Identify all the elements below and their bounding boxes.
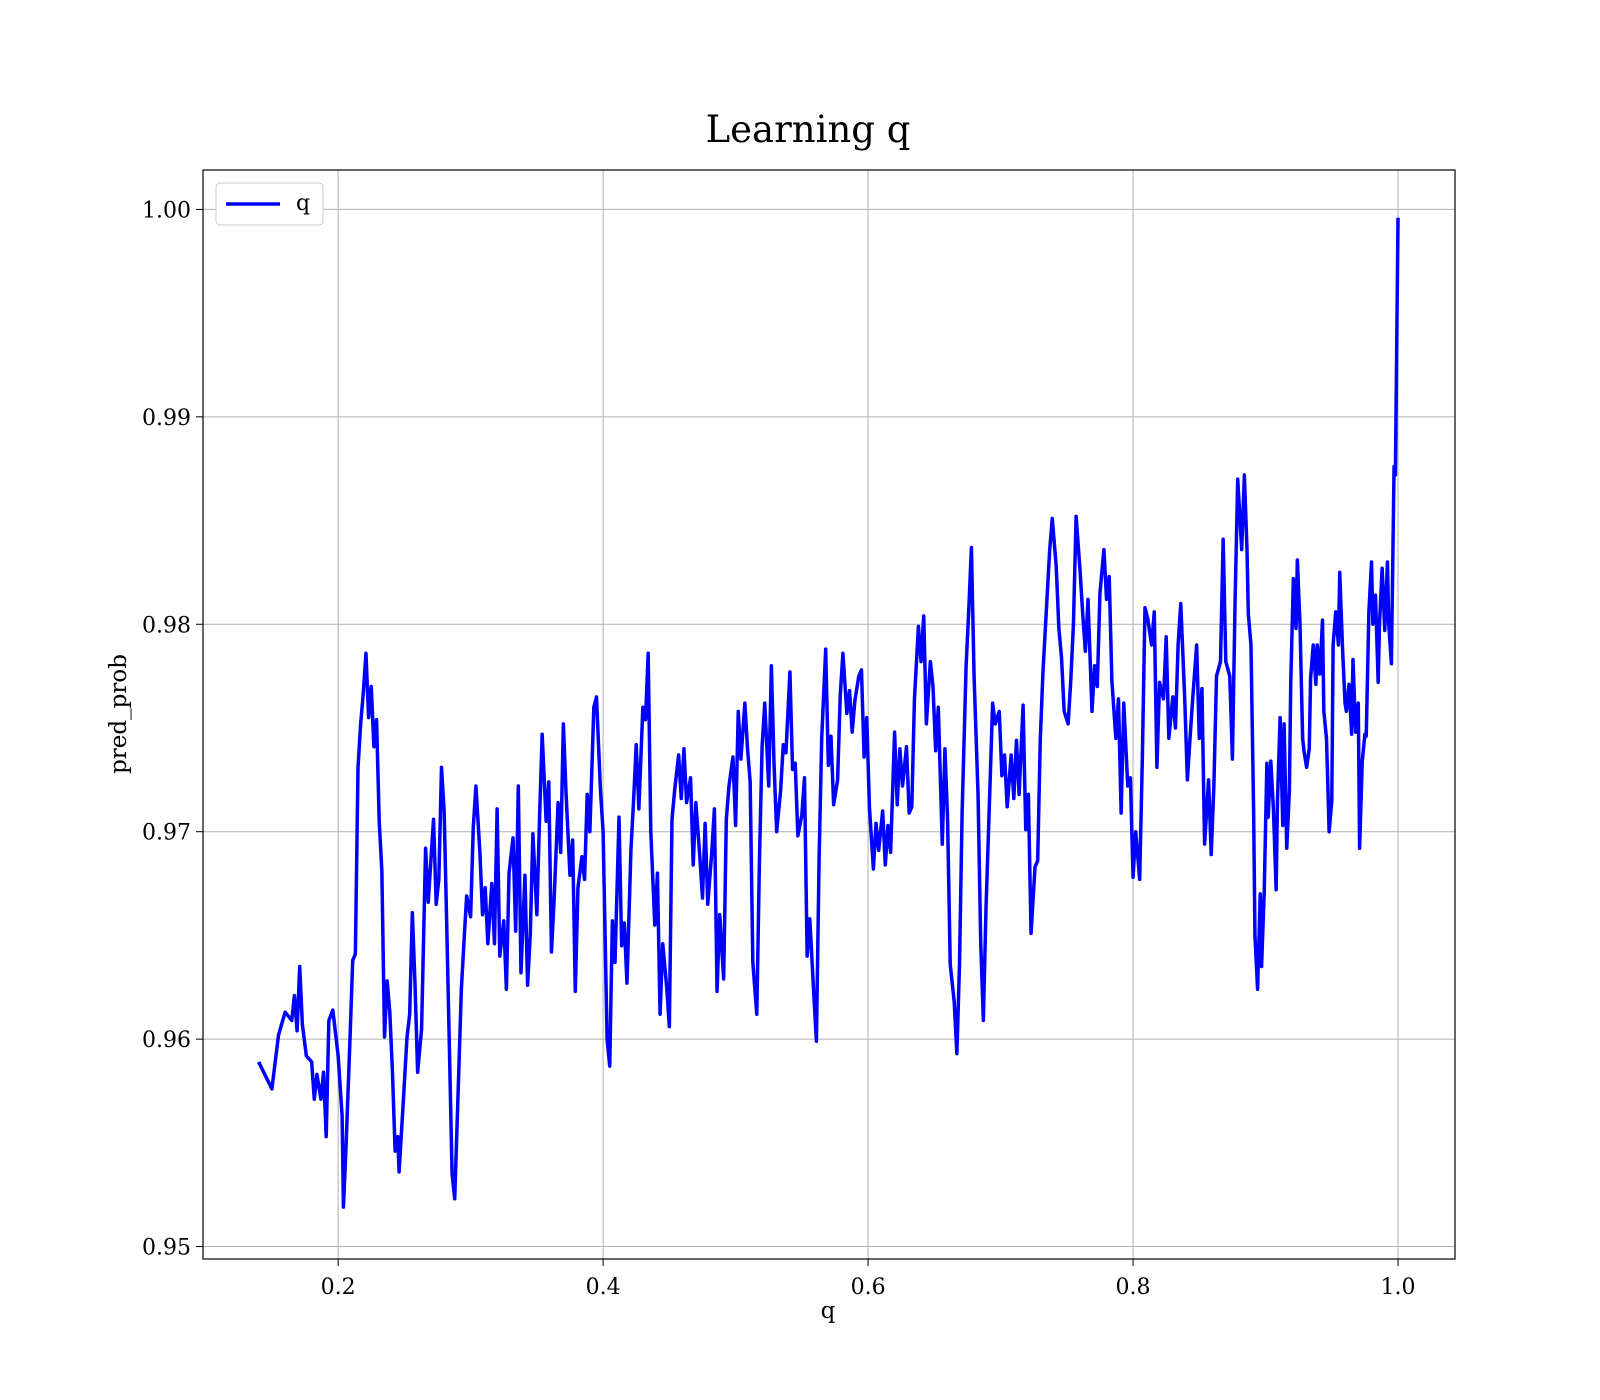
y-tick-label: 0.96: [142, 1028, 191, 1053]
data-line: [257, 217, 1400, 1209]
x-tick-label: 0.4: [586, 1275, 621, 1300]
chart-title: Learning q: [706, 108, 911, 151]
y-tick-label: 0.99: [142, 406, 191, 431]
y-tick-label: 0.95: [142, 1236, 191, 1261]
y-tick-label: 0.98: [142, 613, 191, 638]
x-tick-label: 1.0: [1381, 1275, 1416, 1300]
legend: q: [215, 182, 324, 226]
x-tick-label: 0.6: [851, 1275, 886, 1300]
y-tick-label: 0.97: [142, 821, 191, 846]
y-axis-label: pred_prob: [106, 654, 132, 774]
plot-frame: [202, 169, 1456, 1260]
x-tick-label: 0.2: [321, 1275, 356, 1300]
legend-label: q: [296, 191, 310, 216]
x-axis-label: q: [821, 1298, 836, 1324]
y-tick-label: 1.00: [142, 198, 191, 223]
x-tick-label: 0.8: [1116, 1275, 1151, 1300]
